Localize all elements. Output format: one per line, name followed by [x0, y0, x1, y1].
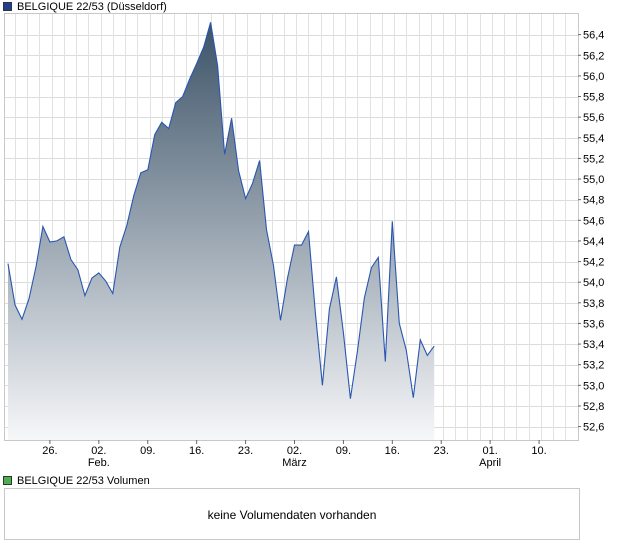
x-tick-sublabel: Feb.	[88, 457, 110, 469]
price-legend-swatch	[3, 2, 12, 11]
y-tick-label: 55,8	[583, 92, 604, 104]
y-tick-label: 52,6	[583, 422, 604, 434]
volume-legend: BELGIQUE 22/53 Volumen	[3, 475, 150, 487]
price-legend: BELGIQUE 22/53 (Düsseldorf)	[3, 1, 167, 13]
x-tick-label: 10.	[531, 445, 546, 457]
x-tick-label: 16.	[385, 445, 400, 457]
x-tick-label: 09.	[140, 445, 155, 457]
y-tick-label: 53,2	[583, 360, 604, 372]
y-tick-label: 53,8	[583, 298, 604, 310]
y-tick-label: 56,0	[583, 71, 604, 83]
price-area	[8, 22, 435, 441]
y-tick-label: 53,0	[583, 380, 604, 392]
volume-legend-swatch	[3, 476, 12, 485]
y-tick-label: 54,0	[583, 277, 604, 289]
y-tick-label: 52,8	[583, 401, 604, 413]
x-tick-label: 23.	[238, 445, 253, 457]
y-tick-label: 54,8	[583, 195, 604, 207]
x-tick-label: 23.	[434, 445, 449, 457]
y-tick-label: 54,4	[583, 236, 604, 248]
y-tick-label: 55,2	[583, 153, 604, 165]
y-tick-label: 54,6	[583, 215, 604, 227]
y-tick-label: 53,6	[583, 318, 604, 330]
x-tick-label: 09.	[336, 445, 351, 457]
y-tick-label: 53,4	[583, 339, 604, 351]
volume-empty-message: keine Volumendaten vorhanden	[207, 508, 377, 522]
x-tick-sublabel: April	[479, 457, 501, 469]
y-tick-label: 55,0	[583, 174, 604, 186]
x-tick-label: 02.	[91, 445, 106, 457]
volume-legend-label: BELGIQUE 22/53 Volumen	[17, 475, 150, 487]
y-tick-label: 56,4	[583, 30, 604, 42]
x-tick-label: 26.	[42, 445, 57, 457]
x-tick-label: 16.	[189, 445, 204, 457]
volume-panel: keine Volumendaten vorhanden	[4, 488, 580, 540]
y-tick-label: 54,2	[583, 257, 604, 269]
y-axis-ticks: 52,6 52,8 53,0 53,2 53,4 53,6 53,8 54,0 54,2 54,4…	[578, 30, 604, 434]
y-tick-label: 55,6	[583, 112, 604, 124]
y-tick-label: 56,2	[583, 50, 604, 62]
price-legend-label: BELGIQUE 22/53 (Düsseldorf)	[17, 1, 167, 13]
x-tick-sublabel: März	[282, 457, 306, 469]
x-tick-label: 01.	[482, 445, 497, 457]
y-tick-label: 55,4	[583, 133, 604, 145]
price-series-line	[7, 22, 435, 399]
x-tick-label: 02.	[287, 445, 302, 457]
